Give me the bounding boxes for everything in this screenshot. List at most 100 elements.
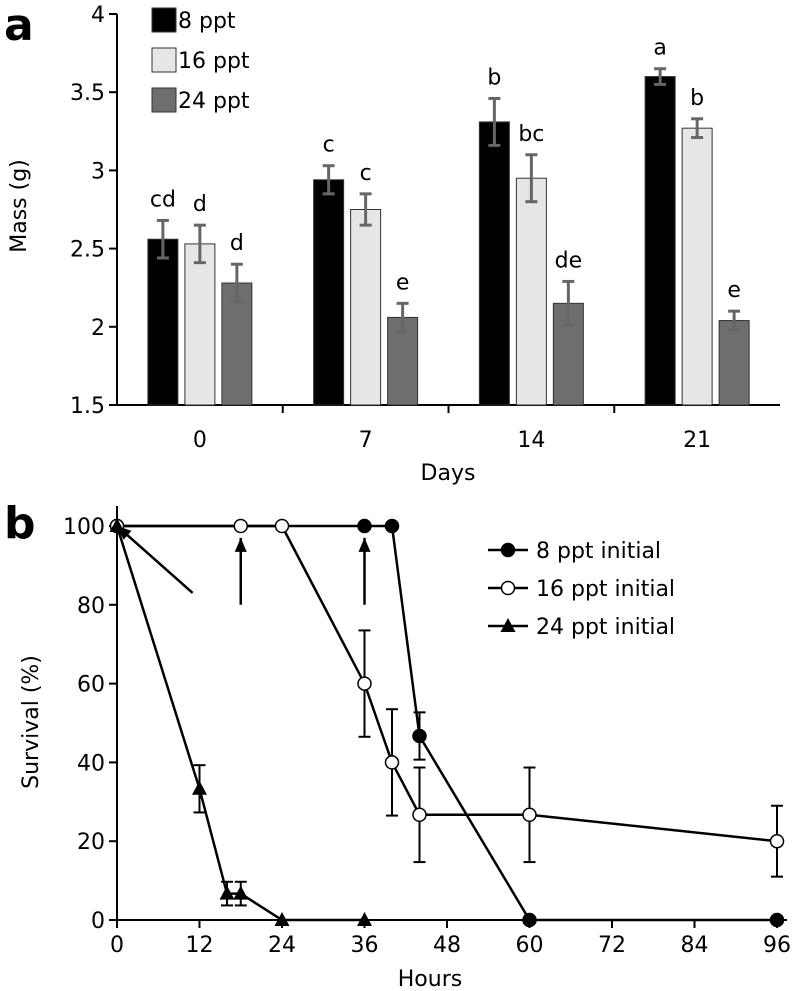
data-point: [274, 518, 290, 534]
data-point: [769, 833, 785, 849]
x-tick-label: 72: [598, 933, 626, 958]
x-tick-label: 24: [268, 933, 296, 958]
y-axis-title-survival: Survival (%): [19, 655, 44, 789]
series-2: [109, 518, 372, 926]
bar: [644, 76, 676, 406]
panel-label-a: a: [4, 0, 34, 51]
x-tick-label: 7: [359, 428, 373, 453]
bar: [184, 243, 216, 406]
data-point: [233, 885, 249, 900]
x-tick-label: 14: [517, 428, 545, 453]
y-tick-label: 1.5: [70, 394, 105, 419]
panel-a-legend: 8 ppt 16 ppt 24 ppt: [151, 7, 250, 114]
y-tick-label: 20: [77, 830, 105, 855]
panel-b-arrows: [116, 525, 371, 605]
data-point: [522, 807, 537, 823]
y-tick-label: 80: [77, 594, 105, 619]
significance-letter: b: [690, 86, 704, 111]
data-point: [412, 728, 427, 744]
bar: [221, 282, 253, 406]
x-tick-label: 84: [681, 933, 709, 958]
arrow-head: [234, 537, 247, 552]
bar: [681, 127, 713, 406]
significance-letter: d: [193, 192, 207, 217]
data-point: [357, 676, 372, 691]
series-line: [117, 524, 778, 843]
significance-letter: e: [396, 270, 410, 295]
x-tick-label: 36: [351, 933, 379, 958]
significance-letter: bc: [518, 122, 544, 147]
x-axis-title-hours: Hours: [398, 967, 462, 991]
y-tick-label: 40: [77, 751, 105, 776]
x-tick-label: 0: [110, 933, 124, 958]
arrow-head: [358, 537, 371, 552]
legend-label: 8 ppt initial: [536, 539, 661, 564]
panel-a-bar-chart: a Mass (g) Days 1.522.533.540 7 14 21 cdcba…: [4, 0, 780, 486]
data-point: [769, 912, 785, 928]
bar: [515, 177, 547, 406]
x-tick-label: 0: [193, 428, 207, 453]
y-axis-title-mass: Mass (g): [7, 159, 32, 253]
x-tick-label: 96: [763, 933, 791, 958]
legend-label: 8 ppt: [178, 9, 236, 34]
data-point: [500, 618, 516, 632]
series-line: [117, 524, 777, 922]
significance-letter: c: [323, 133, 335, 158]
x-tick-label: 48: [433, 933, 461, 958]
data-point: [274, 912, 290, 926]
x-tick-label: 12: [186, 933, 214, 958]
data-point: [357, 912, 372, 926]
data-point: [192, 780, 207, 795]
significance-letter: e: [727, 278, 741, 303]
legend-label: 16 ppt: [178, 49, 250, 74]
x-tick-label: 60: [516, 933, 544, 958]
x-axis-title-days: Days: [421, 461, 476, 486]
significance-letter: cd: [150, 187, 176, 212]
bar: [478, 121, 510, 406]
data-point: [233, 518, 248, 534]
legend-swatch: [151, 7, 177, 33]
y-tick-label: 2.5: [70, 238, 105, 263]
bar: [350, 209, 382, 406]
y-tick-label: 0: [91, 909, 105, 934]
significance-letter: d: [230, 231, 244, 256]
x-tick-label: 21: [683, 428, 711, 453]
y-tick-label: 3: [91, 159, 105, 184]
legend-label: 24 ppt initial: [536, 615, 675, 640]
series-1: [109, 518, 785, 878]
y-tick-label: 2: [91, 316, 105, 341]
data-point: [357, 518, 372, 534]
data-point: [384, 518, 400, 534]
data-point: [412, 807, 427, 823]
panel-label-b: b: [4, 498, 36, 549]
legend-swatch: [151, 47, 177, 73]
bar: [147, 238, 179, 406]
panel-b-line-chart: b Survival (%) Hours 0 20 40 60 80 100 0 12 24 36…: [4, 498, 791, 991]
y-tick-label: 4: [91, 3, 105, 28]
bar: [313, 179, 345, 406]
arrow-shaft: [116, 525, 194, 594]
annotation-arrow: [234, 537, 247, 605]
panel-a-axes: 1.5 2 2.5 3 3.5 4 0 7 14 21: [70, 3, 780, 453]
series-0: [109, 518, 785, 928]
series-line: [115, 525, 365, 922]
significance-letter: c: [360, 161, 372, 186]
annotation-arrow: [358, 537, 371, 605]
legend-label: 16 ppt initial: [536, 577, 675, 602]
data-point: [522, 912, 537, 928]
significance-letter: de: [555, 248, 583, 273]
panel-b-legend: 8 ppt initial 16 ppt initial 24 ppt initia…: [488, 539, 675, 640]
significance-letter: b: [487, 65, 501, 90]
legend-swatch: [151, 87, 177, 113]
legend-label: 24 ppt: [178, 89, 250, 114]
panel-b-series: [109, 518, 785, 928]
data-point: [219, 885, 235, 900]
data-point: [500, 542, 516, 558]
bar: [718, 320, 750, 406]
data-point: [500, 580, 516, 596]
y-tick-label: 3.5: [70, 81, 105, 106]
data-point: [109, 518, 125, 532]
significance-letter: a: [653, 36, 666, 61]
y-tick-label: 100: [63, 515, 105, 540]
